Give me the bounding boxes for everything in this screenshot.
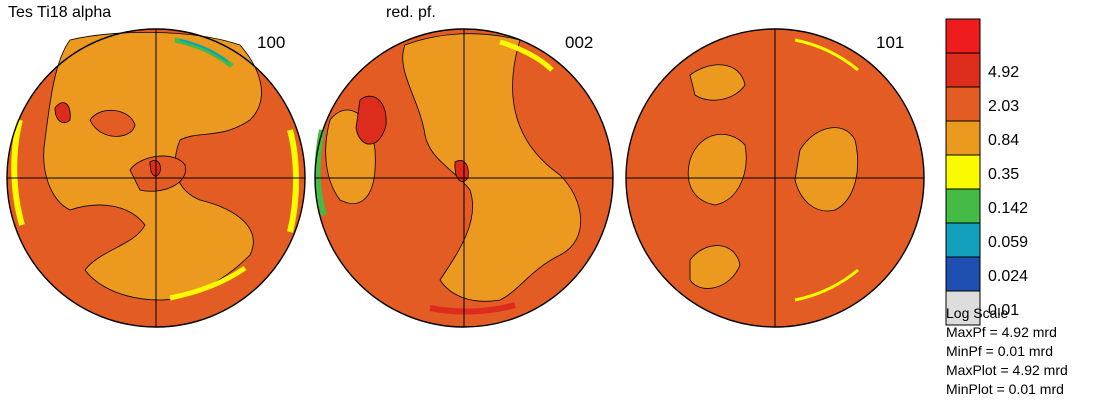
pole-figure-101: 101 <box>626 29 924 327</box>
legend-swatch-7 <box>946 257 980 291</box>
pole-figure-100: 100 <box>7 29 305 327</box>
legend-label-7: 0.024 <box>988 268 1028 285</box>
chart-title: Tes Ti18 alpha <box>8 4 111 21</box>
pf2-label: 002 <box>565 33 593 52</box>
pf1-label: 100 <box>257 33 285 52</box>
legend-swatch-4 <box>946 155 980 189</box>
stat-minpf: MinPf = 0.01 mrd <box>946 342 1068 361</box>
legend-swatch-5 <box>946 189 980 223</box>
legend-swatch-0 <box>946 19 980 53</box>
legend-swatch-2 <box>946 87 980 121</box>
legend-label-6: 0.059 <box>988 234 1028 251</box>
legend-label-5: 0.142 <box>988 200 1028 217</box>
stat-maxplot: MaxPlot = 4.92 mrd <box>946 361 1068 380</box>
stat-maxpf: MaxPf = 4.92 mrd <box>946 323 1068 342</box>
legend-label-4: 0.35 <box>988 166 1019 183</box>
legend-label-2: 2.03 <box>988 98 1019 115</box>
legend-swatch-1 <box>946 53 980 87</box>
legend-swatch-6 <box>946 223 980 257</box>
legend-label-1: 4.92 <box>988 64 1019 81</box>
chart-subtitle: red. pf. <box>386 4 436 21</box>
pf3-label: 101 <box>876 33 904 52</box>
legend-label-3: 0.84 <box>988 132 1019 149</box>
legend-swatch-3 <box>946 121 980 155</box>
pole-figure-002: 002 <box>315 29 613 327</box>
stat-minplot: MinPlot = 0.01 mrd <box>946 380 1068 399</box>
stat-scale: Log Scale <box>946 304 1068 323</box>
stats-panel: Log Scale MaxPf = 4.92 mrd MinPf = 0.01 … <box>946 304 1068 399</box>
